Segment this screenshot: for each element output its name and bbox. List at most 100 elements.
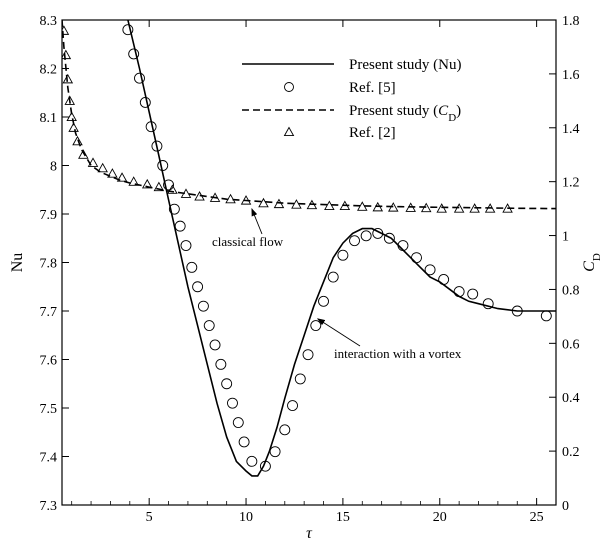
right-y-tick-label: 1.2 <box>562 176 580 191</box>
right-y-tick-label: 0.8 <box>562 283 580 298</box>
ref5-data-point <box>294 373 306 385</box>
legend-label-ref-5: Ref. [5] <box>349 80 396 96</box>
right-y-tick-label: 0.2 <box>562 445 580 460</box>
ref2-data-point <box>484 203 496 213</box>
ref2-data-point <box>167 184 178 194</box>
x-tick-label: 5 <box>146 510 153 525</box>
ref5-data-point <box>174 220 186 232</box>
ref2-data-point <box>469 203 480 213</box>
annotation-arrow-interaction <box>316 318 361 347</box>
ref2-data-point <box>194 191 205 201</box>
ref5-data-point <box>453 286 465 298</box>
ref2-data-point <box>72 135 83 146</box>
ref5-data-point <box>287 400 298 412</box>
ref5-data-point <box>209 339 221 351</box>
left-y-tick-label: 7.9 <box>40 208 58 223</box>
right-y-tick-label: 1.4 <box>562 122 580 137</box>
ref5-data-point <box>180 240 192 251</box>
x-tick-label: 10 <box>239 510 253 525</box>
legend-label-ref-2: Ref. [2] <box>349 125 396 141</box>
ref5-data-point <box>246 455 258 467</box>
ref2-data-point <box>62 73 74 84</box>
ref2-data-point <box>291 199 302 209</box>
ref2-data-point <box>66 111 77 122</box>
ref2-data-point <box>116 172 128 182</box>
annotation-classical-flow: classical flow <box>212 234 284 249</box>
ref5-data-point <box>438 274 450 285</box>
ref5-data-point <box>467 288 479 300</box>
x-tick-label: 25 <box>530 510 544 525</box>
ref5-data-point <box>197 300 209 312</box>
ref5-data-point <box>349 235 360 247</box>
ref5-data-point <box>232 417 244 428</box>
ref2-data-point <box>68 122 79 132</box>
ref5-data-point <box>163 179 174 191</box>
ref2-data-point <box>240 195 252 205</box>
left-y-tick-label: 8.1 <box>40 111 58 126</box>
ref2-data-point <box>141 178 153 189</box>
ref5-data-point <box>269 446 281 458</box>
ref5-data-point <box>279 424 291 436</box>
ref5-data-point <box>424 264 436 276</box>
ref5-data-point <box>540 310 552 322</box>
ref2-data-point <box>62 25 70 35</box>
ref2-data-point <box>357 201 368 211</box>
legend-label-present-study-nu: Present study (Nu) <box>349 57 462 73</box>
left-y-tick-label: 7.4 <box>40 451 58 466</box>
ref5-data-point <box>168 203 180 215</box>
ref2-data-point <box>420 202 432 213</box>
ref5-data-point <box>337 249 349 261</box>
ref2-data-point <box>78 149 89 159</box>
annotations: classical flow interaction with a vortex <box>212 207 462 361</box>
right-y-tick-label: 0.4 <box>562 391 580 406</box>
cd-present-study-line <box>62 20 556 210</box>
x-tick-label: 20 <box>433 510 447 525</box>
right-y-tick-label: 1 <box>562 230 569 245</box>
ref5-data-point <box>482 298 494 310</box>
ref5-data-point <box>221 378 233 390</box>
ref2-data-point <box>209 192 221 202</box>
ref2-data-point <box>97 162 108 173</box>
left-y-tick-label: 7.5 <box>40 402 58 417</box>
ref5-data-point <box>372 227 384 239</box>
ref5-data-point <box>302 349 314 361</box>
ref5-data-point <box>145 121 157 133</box>
left-y-tick-label: 7.8 <box>40 257 58 272</box>
ref2-data-point <box>180 188 192 198</box>
axes-layer: 5 10 15 20 257.37.47.57.67.77.87.988.18.28.3… <box>40 14 580 525</box>
ref2-data-point <box>62 49 72 60</box>
ref5-data-point <box>227 397 238 409</box>
ref5-data-point <box>128 48 140 60</box>
right-y-tick-label: 0 <box>562 499 569 514</box>
left-y-tick-label: 7.6 <box>40 354 58 369</box>
ref5-data-point <box>186 261 198 273</box>
ref5-data-point <box>411 252 422 264</box>
ref5-data-point <box>139 96 151 108</box>
ref5-data-point <box>327 271 339 283</box>
ref5-data-point <box>134 72 145 84</box>
ref5-data-point <box>397 240 409 251</box>
ref5-data-point <box>259 460 271 472</box>
legend-label-present-study-cd: Present study (CD) <box>349 103 461 124</box>
ref5-data-point <box>151 140 163 152</box>
legend-symbol-circle <box>284 82 294 92</box>
left-y-tick-label: 7.3 <box>40 499 58 514</box>
right-y-tick-label: 1.6 <box>562 68 580 83</box>
ref5-data-point <box>192 281 204 293</box>
legend: Present study (Nu) Ref. [5] Present stud… <box>242 57 462 141</box>
right-y-tick-label: 0.6 <box>562 337 580 352</box>
right-y-tick-label: 1.8 <box>562 14 580 29</box>
plot-area <box>62 20 556 477</box>
ref2-data-point <box>225 193 236 204</box>
ref2-data-point <box>128 176 139 186</box>
ref2-data-point <box>436 203 447 213</box>
left-y-tick-label: 8.3 <box>40 14 58 29</box>
ref2-data-point <box>388 202 399 212</box>
ref5-data-point <box>310 320 322 331</box>
ref2-data-point <box>258 197 269 208</box>
ref5-data-point <box>157 160 169 171</box>
ref2-data-point <box>107 168 118 178</box>
annotation-arrow-classical-flow <box>251 207 263 235</box>
left-y-tick-label: 7.7 <box>40 305 58 320</box>
